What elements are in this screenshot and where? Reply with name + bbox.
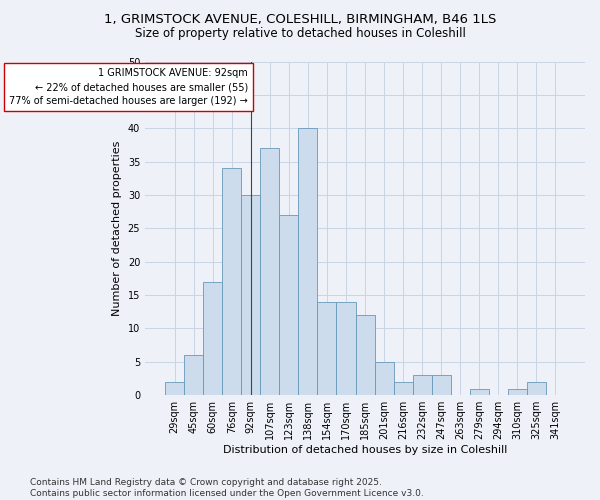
Bar [260, 148, 280, 395]
Text: Size of property relative to detached houses in Coleshill: Size of property relative to detached ho… [134, 28, 466, 40]
Bar [184, 355, 203, 395]
Bar [203, 282, 222, 395]
Bar [280, 215, 298, 395]
Text: 1 GRIMSTOCK AVENUE: 92sqm
← 22% of detached houses are smaller (55)
77% of semi-: 1 GRIMSTOCK AVENUE: 92sqm ← 22% of detac… [9, 68, 248, 106]
Bar [298, 128, 317, 395]
Bar [431, 375, 451, 395]
Bar [413, 375, 431, 395]
Bar [241, 195, 260, 395]
Bar [165, 382, 184, 395]
Text: 1, GRIMSTOCK AVENUE, COLESHILL, BIRMINGHAM, B46 1LS: 1, GRIMSTOCK AVENUE, COLESHILL, BIRMINGH… [104, 12, 496, 26]
Bar [337, 302, 356, 395]
Bar [394, 382, 413, 395]
Y-axis label: Number of detached properties: Number of detached properties [112, 140, 122, 316]
Bar [374, 362, 394, 395]
X-axis label: Distribution of detached houses by size in Coleshill: Distribution of detached houses by size … [223, 445, 507, 455]
Bar [356, 315, 374, 395]
Bar [508, 388, 527, 395]
Text: Contains HM Land Registry data © Crown copyright and database right 2025.
Contai: Contains HM Land Registry data © Crown c… [30, 478, 424, 498]
Bar [222, 168, 241, 395]
Bar [470, 388, 489, 395]
Bar [527, 382, 546, 395]
Bar [317, 302, 337, 395]
